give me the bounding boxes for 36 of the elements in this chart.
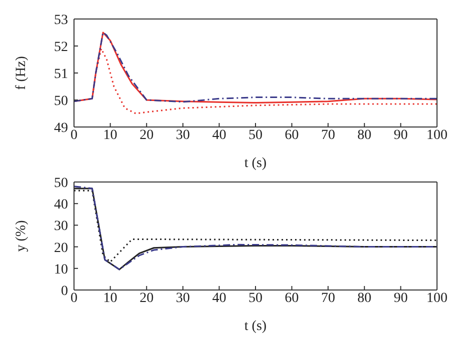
- x-tick-label: 80: [357, 290, 372, 306]
- x-tick-label: 100: [426, 128, 448, 143]
- y-tick-label: 40: [54, 198, 68, 213]
- y-tick-label: 53: [54, 12, 68, 28]
- y-axis-title: f (Hz): [14, 56, 29, 90]
- x-tick-label: 20: [140, 290, 154, 306]
- x-tick-label: 40: [212, 290, 226, 306]
- x-tick-label: 30: [176, 128, 190, 143]
- y-tick-label: 10: [54, 262, 68, 278]
- x-tick-label: 20: [140, 128, 154, 143]
- x-tick-label: 30: [176, 290, 190, 306]
- y-tick-label: 20: [54, 240, 68, 256]
- x-tick-label: 10: [103, 290, 118, 306]
- y-tick-label: 50: [54, 176, 68, 191]
- x-tick-label: 0: [70, 290, 78, 306]
- y-tick-label: 52: [54, 40, 68, 55]
- x-tick-label: 50: [248, 128, 262, 143]
- x-tick-label: 60: [284, 290, 299, 306]
- y-tick-label: 50: [54, 94, 68, 109]
- x-tick-label: 100: [426, 290, 448, 306]
- x-tick-label: 70: [321, 128, 336, 143]
- x-axis-title: t (s): [244, 156, 267, 171]
- y-axis-title: y (%): [14, 220, 29, 252]
- x-tick-label: 0: [70, 128, 78, 143]
- x-tick-label: 90: [394, 128, 408, 143]
- x-tick-label: 80: [357, 128, 372, 143]
- x-tick-label: 90: [394, 290, 408, 306]
- x-tick-label: 60: [284, 128, 299, 143]
- x-tick-label: 70: [321, 290, 336, 306]
- x-axis-title: t (s): [244, 319, 267, 334]
- y-tick-label: 51: [54, 66, 68, 82]
- y-tick-label: 30: [54, 219, 68, 234]
- x-tick-label: 10: [103, 128, 118, 143]
- y-tick-label: 49: [54, 120, 68, 136]
- x-tick-label: 40: [212, 128, 226, 143]
- x-tick-label: 50: [248, 290, 262, 306]
